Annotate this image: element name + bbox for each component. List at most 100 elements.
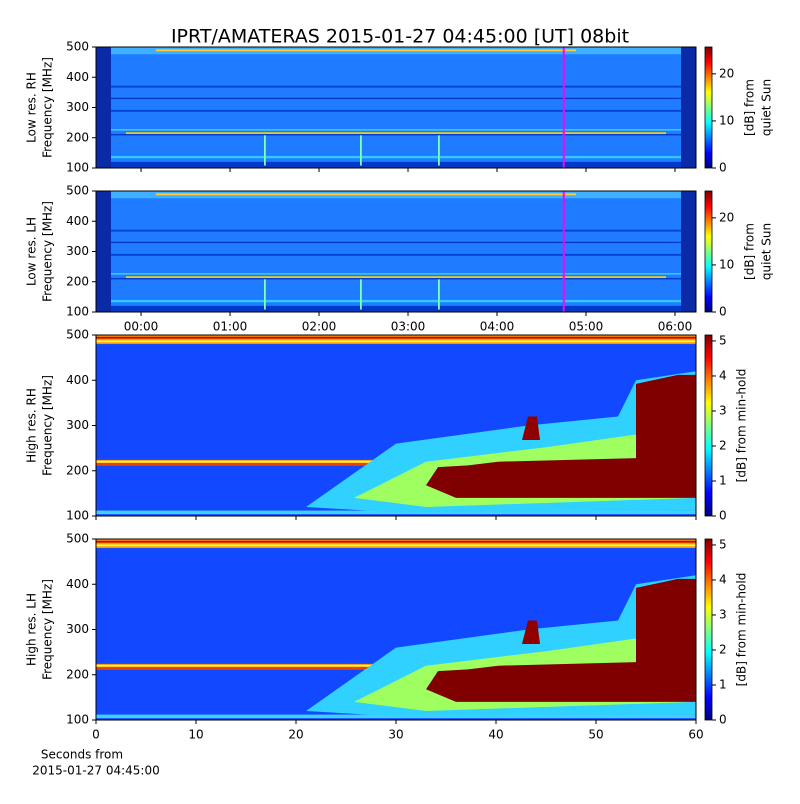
- y-axis-label: High res. LH: [25, 593, 39, 666]
- colorbar-label: [dB] from min-hold: [735, 369, 749, 483]
- spectrum-burst: [426, 374, 696, 498]
- y-tick-label: 100: [66, 305, 89, 319]
- y-tick-label: 100: [66, 161, 89, 175]
- spectrum-band: [96, 134, 696, 136]
- colorbar-tick-label: 0: [719, 161, 727, 175]
- x-tick-label: 06:00: [658, 320, 693, 334]
- spectrum-band: [96, 299, 696, 303]
- colorbar-tick-label: 1: [719, 473, 727, 487]
- x-tick-label: 03:00: [391, 320, 426, 334]
- colorbar-tick-label: 4: [719, 572, 727, 586]
- spectrum-bg: [96, 191, 696, 312]
- x-tick-label: 40: [488, 728, 503, 742]
- spectrum-band: [156, 49, 576, 52]
- spectrum-band: [438, 279, 440, 310]
- spectrogram: [96, 191, 696, 312]
- y-tick-label: 500: [66, 184, 89, 198]
- spectrogram: [96, 47, 696, 168]
- spectrum-band: [96, 335, 696, 345]
- spectrum-band: [96, 191, 111, 312]
- y-tick-label: 300: [66, 244, 89, 258]
- y-tick-label: 300: [66, 622, 89, 636]
- colorbar-label: [dB] from: [743, 79, 757, 136]
- colorbar-tick-label: 0: [719, 713, 727, 727]
- spectrum-band: [96, 229, 696, 232]
- spectrum-band: [96, 540, 696, 543]
- colorbar-label: [dB] from min-hold: [735, 573, 749, 687]
- spectrum-band: [96, 129, 696, 131]
- colorbar-tick-label: 5: [719, 333, 727, 347]
- colorbar-tick-label: 2: [719, 642, 727, 656]
- x-axis-label: Seconds from: [41, 748, 123, 762]
- colorbar: [704, 190, 713, 313]
- y-axis-label: Low res. LH: [25, 217, 39, 286]
- spectrum-band: [96, 273, 696, 275]
- x-tick-label: 05:00: [569, 320, 604, 334]
- x-tick-label: 00:00: [124, 320, 159, 334]
- y-tick-label: 200: [66, 130, 89, 144]
- y-tick-label: 400: [66, 214, 89, 228]
- spectrum-band: [360, 135, 362, 166]
- x-tick-label: 60: [688, 728, 703, 742]
- y-axis-label: Frequency [MHz]: [41, 375, 55, 476]
- spectrum-band: [96, 109, 696, 112]
- colorbar: [704, 334, 713, 517]
- y-axis-label: Frequency [MHz]: [41, 201, 55, 302]
- colorbar-label: quiet Sun: [760, 79, 774, 136]
- y-tick-label: 400: [66, 373, 89, 387]
- x-tick-label: 10: [188, 728, 203, 742]
- spectrogram: [96, 335, 696, 516]
- spectrum-band: [264, 135, 266, 166]
- x-tick-label: 20: [288, 728, 303, 742]
- spectrum-band: [96, 47, 111, 168]
- colorbar-tick-label: 5: [719, 537, 727, 551]
- spectrum-burst: [426, 578, 696, 702]
- spectrum-band: [156, 193, 576, 196]
- colorbar-tick-label: 0: [719, 305, 727, 319]
- x-axis-label: 2015-01-27 04:45:00: [32, 764, 159, 778]
- colorbar-tick-label: 1: [719, 677, 727, 691]
- spectrum-band: [96, 97, 696, 100]
- colorbar-tick-label: 3: [719, 607, 727, 621]
- spectrum-band: [126, 132, 666, 135]
- spectrum-bg: [96, 47, 696, 168]
- spectrum-band: [681, 47, 696, 168]
- spectrum-band: [96, 544, 696, 547]
- colorbar-tick-label: 20: [719, 66, 734, 80]
- y-tick-label: 500: [66, 532, 89, 546]
- spectrum-band: [360, 279, 362, 310]
- x-tick-label: 50: [588, 728, 603, 742]
- colorbar-tick-label: 0: [719, 509, 727, 523]
- y-tick-label: 300: [66, 100, 89, 114]
- colorbar-tick-label: 3: [719, 403, 727, 417]
- y-tick-label: 300: [66, 418, 89, 432]
- colorbar-label: [dB] from: [743, 223, 757, 280]
- spectrum-band: [264, 279, 266, 310]
- spectrum-band: [96, 155, 696, 159]
- spectrogram: [96, 539, 696, 720]
- y-tick-label: 400: [66, 577, 89, 591]
- x-tick-label: 04:00: [480, 320, 515, 334]
- spectrum-band: [96, 278, 696, 280]
- spectrum-burst: [522, 416, 540, 440]
- spectrum-band: [126, 276, 666, 279]
- y-tick-label: 200: [66, 667, 89, 681]
- spectrum-burst: [522, 620, 540, 644]
- colorbar: [704, 46, 713, 169]
- y-tick-label: 200: [66, 463, 89, 477]
- colorbar-tick-label: 4: [719, 368, 727, 382]
- spectrum-band: [96, 336, 696, 339]
- spectrum-band: [96, 85, 696, 88]
- y-tick-label: 200: [66, 274, 89, 288]
- y-tick-label: 500: [66, 328, 89, 342]
- y-tick-label: 100: [66, 713, 89, 727]
- spectrum-band: [96, 305, 696, 312]
- y-tick-label: 400: [66, 70, 89, 84]
- colorbar-label: quiet Sun: [760, 223, 774, 280]
- spectrum-band: [96, 253, 696, 256]
- y-tick-label: 100: [66, 509, 89, 523]
- spectrum-band: [96, 539, 696, 549]
- colorbar-tick-label: 2: [719, 438, 727, 452]
- colorbar-tick-label: 10: [719, 113, 734, 127]
